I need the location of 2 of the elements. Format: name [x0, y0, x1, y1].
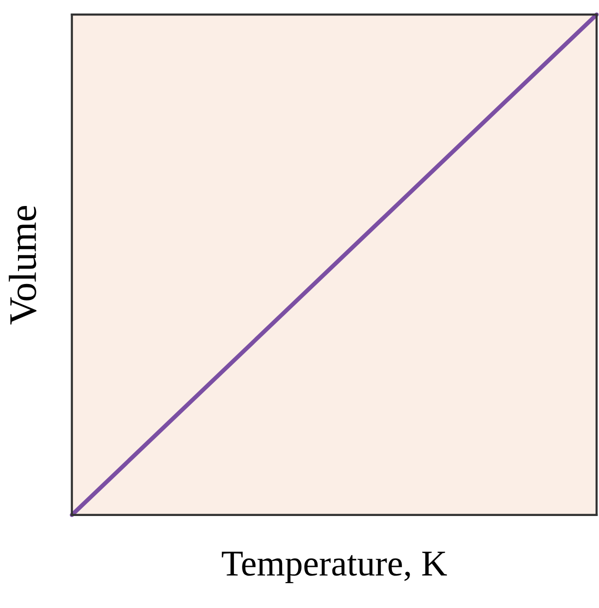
x-axis-title: Temperature, K: [222, 552, 447, 584]
y-axis-title: Volume: [8, 206, 36, 324]
